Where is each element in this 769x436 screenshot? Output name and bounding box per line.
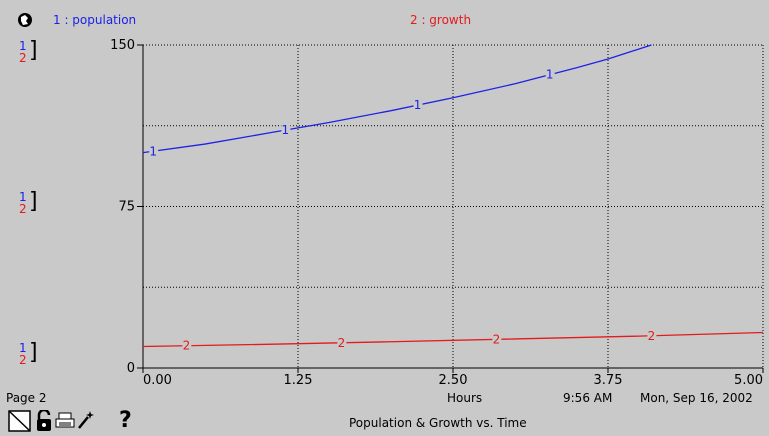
scale-marker-1: 1: [19, 341, 27, 355]
series-marker-growth: 2: [338, 336, 346, 350]
x-tick-label: 5.00: [734, 373, 763, 388]
page-label: Page 2: [6, 391, 47, 405]
y-tick-label: 150: [110, 38, 135, 53]
scale-marker-1: 1: [19, 190, 27, 204]
scale-bracket: ]: [29, 38, 38, 63]
x-tick-label: 3.75: [594, 373, 623, 388]
series-line-growth: [142, 331, 764, 348]
scale-marker-bottom: 1 2 ]: [18, 342, 38, 368]
series-marker-population: 1: [546, 68, 554, 82]
x-tick-label: 0.00: [143, 373, 172, 388]
line-chart: 0 75 150 0.00 1.25 2.50 3.75 5.00 1 1 1 1 2 2 2 2: [110, 38, 764, 388]
globe-icon[interactable]: [17, 12, 33, 32]
print-icon[interactable]: [55, 412, 75, 434]
series-marker-population: 1: [149, 144, 157, 158]
series-marker-bg: [281, 123, 291, 136]
scale-marker-2: 2: [19, 202, 27, 216]
scale-marker-2: 2: [19, 51, 27, 65]
legend-growth: 2 : growth: [410, 13, 472, 27]
page-corner-icon[interactable]: [8, 410, 32, 436]
timestamp-time: 9:56 AM: [563, 391, 613, 405]
lock-open-icon[interactable]: [36, 408, 52, 436]
series-marker-population: 1: [414, 98, 422, 112]
series-marker-bg: [545, 67, 555, 80]
legend-population: 1 : population: [53, 13, 137, 27]
timestamp-date: Mon, Sep 16, 2002: [640, 391, 753, 405]
series-marker-growth: 2: [648, 329, 656, 343]
series-marker-growth: 2: [493, 332, 501, 346]
y-tick-label: 75: [118, 200, 135, 215]
series-marker-bg: [149, 144, 159, 157]
scale-marker-mid: 1 2 ]: [18, 191, 38, 217]
series-marker-bg: [492, 332, 502, 345]
series-marker-growth: 2: [183, 339, 191, 353]
chart-title: Population & Growth vs. Time: [349, 416, 527, 430]
series-marker-bg: [337, 335, 347, 348]
x-tick-label: 2.50: [439, 373, 468, 388]
scale-bracket: ]: [29, 340, 38, 365]
series-marker-bg: [413, 98, 423, 111]
series-line-population: [142, 44, 652, 154]
x-axis-label: Hours: [447, 391, 483, 405]
series-marker-bg: [182, 338, 192, 351]
scale-marker-1: 1: [19, 39, 27, 53]
series-marker-bg: [647, 328, 657, 341]
magic-wand-icon[interactable]: [77, 410, 95, 434]
x-tick-label: 1.25: [284, 373, 313, 388]
scale-marker-2: 2: [19, 353, 27, 367]
help-icon[interactable]: ?: [119, 408, 132, 433]
scale-bracket: ]: [29, 189, 38, 214]
scale-marker-top: 1 2 ]: [18, 40, 38, 66]
series-marker-population: 1: [282, 123, 290, 137]
y-tick-label: 0: [127, 361, 135, 376]
